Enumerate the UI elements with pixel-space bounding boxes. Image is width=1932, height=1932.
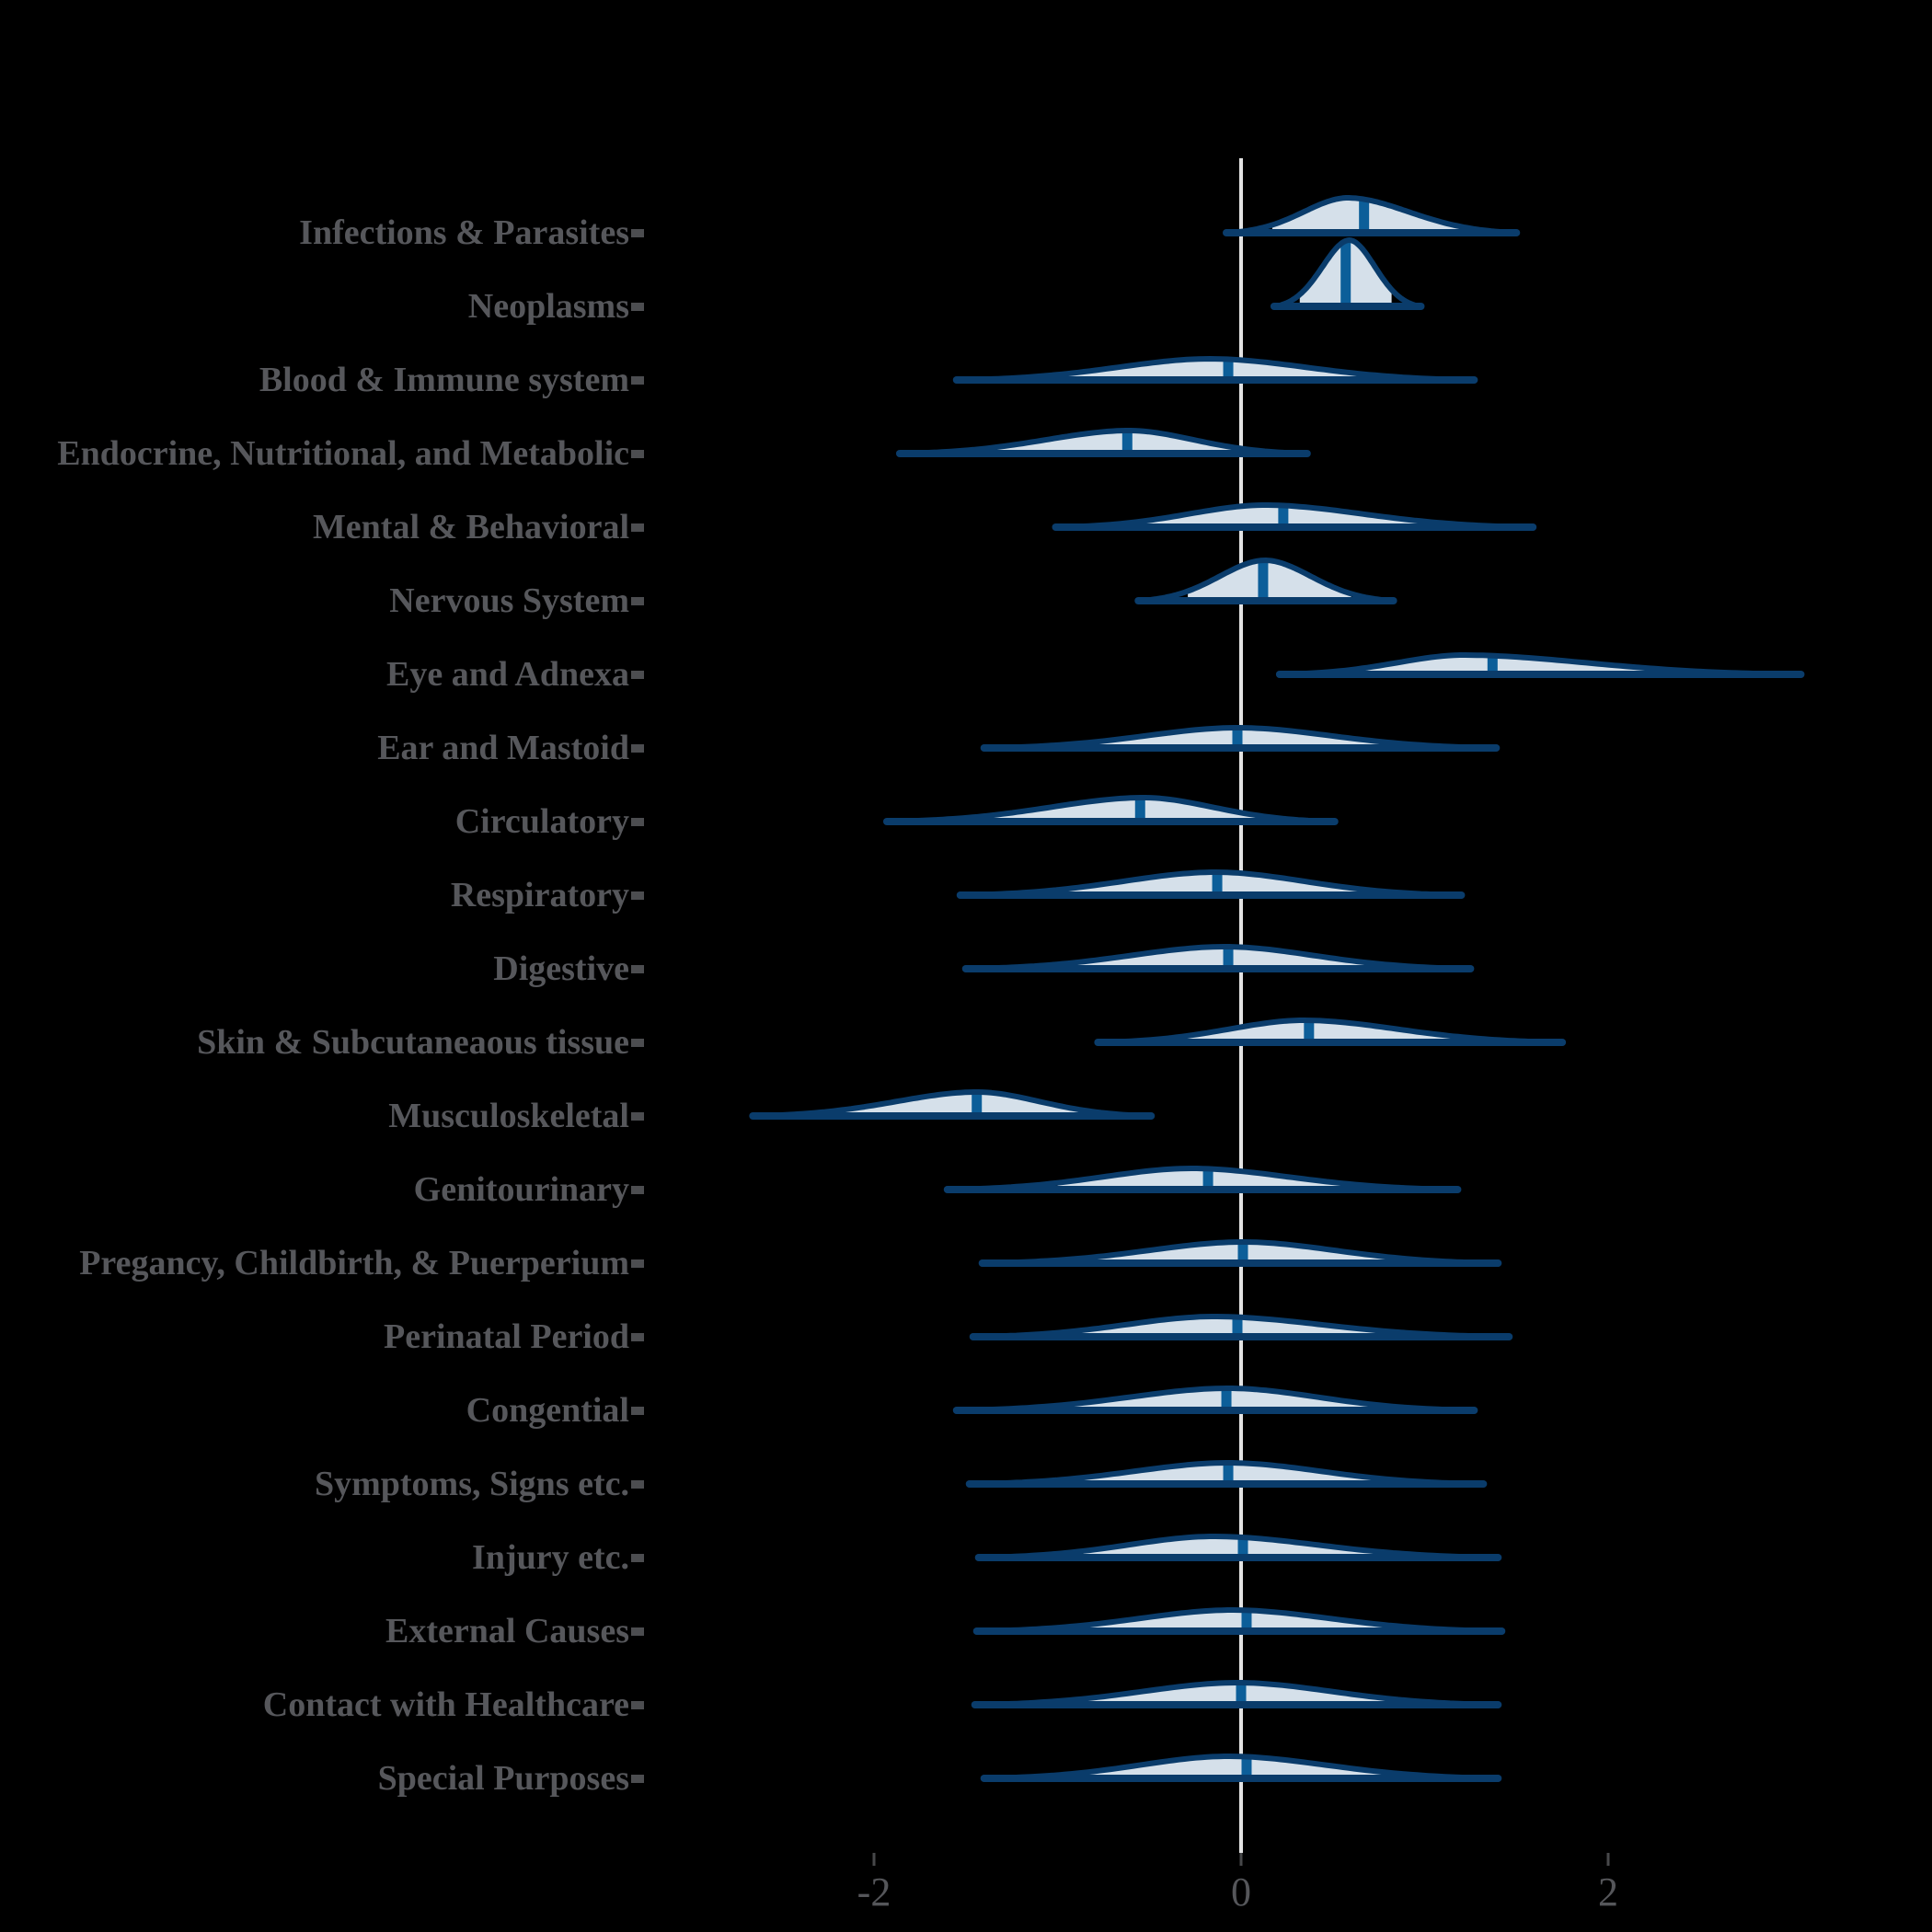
violin-row bbox=[978, 1239, 1502, 1267]
category-label: Symptoms, Signs etc. bbox=[314, 1465, 629, 1503]
violin-row bbox=[980, 1754, 1502, 1782]
category-label: Congential bbox=[466, 1391, 629, 1430]
category-label: Circulatory bbox=[454, 802, 629, 841]
density-interval-fill bbox=[987, 798, 1272, 822]
x-tick-label: -2 bbox=[857, 1869, 891, 1915]
y-axis-tick-square bbox=[631, 744, 644, 753]
category-label: Blood & Immune system bbox=[259, 361, 629, 399]
violin-row bbox=[943, 1166, 1462, 1193]
density-outline bbox=[973, 1680, 1500, 1708]
violin-row bbox=[974, 1534, 1502, 1561]
category-label: Eye and Adnexa bbox=[386, 655, 629, 694]
density-outline bbox=[975, 1607, 1503, 1634]
violin-row bbox=[952, 356, 1478, 384]
y-axis-tick-square bbox=[631, 1259, 644, 1268]
x-tick-label: 2 bbox=[1598, 1869, 1618, 1915]
density-interval-fill bbox=[1079, 1610, 1401, 1631]
y-axis-tick-square bbox=[631, 376, 644, 385]
violin-row bbox=[882, 795, 1339, 825]
violin-row bbox=[969, 1314, 1513, 1340]
violin-row bbox=[972, 1607, 1506, 1635]
category-label: Neoplasms bbox=[467, 287, 629, 326]
category-label: External Causes bbox=[385, 1612, 629, 1650]
y-axis-tick-square bbox=[631, 1480, 644, 1489]
density-interval-fill bbox=[1188, 560, 1351, 601]
violin-row bbox=[749, 1089, 1156, 1120]
category-label: Respiratory bbox=[450, 876, 629, 914]
violin-row bbox=[1223, 195, 1521, 236]
density-interval-fill bbox=[843, 1092, 1097, 1116]
density-outline bbox=[981, 1239, 1500, 1266]
density-outline bbox=[959, 869, 1463, 898]
density-interval-fill bbox=[1175, 1020, 1464, 1042]
category-label: Pregancy, Childbirth, & Puerperium bbox=[79, 1244, 629, 1282]
density-outline bbox=[1137, 558, 1395, 604]
density-outline bbox=[1225, 195, 1518, 236]
category-label: Digestive bbox=[493, 949, 629, 988]
category-label: Ear and Mastoid bbox=[377, 729, 629, 767]
category-label: Special Purposes bbox=[377, 1759, 629, 1798]
violin-row bbox=[1052, 502, 1537, 531]
category-label: Injury etc. bbox=[472, 1538, 629, 1577]
category-label: Musculoskeletal bbox=[388, 1097, 629, 1135]
violin-row bbox=[1275, 652, 1805, 678]
category-label: Contact with Healthcare bbox=[262, 1685, 629, 1724]
y-axis-tick-square bbox=[631, 1627, 644, 1636]
y-axis-tick-square bbox=[631, 523, 644, 532]
violin-row bbox=[971, 1680, 1502, 1708]
density-outline bbox=[955, 356, 1476, 383]
violin-row bbox=[952, 1386, 1478, 1414]
y-axis-tick-square bbox=[631, 1701, 644, 1709]
y-axis-tick-square bbox=[631, 1112, 644, 1121]
y-axis-tick-square bbox=[631, 1407, 644, 1415]
y-axis-tick-square bbox=[631, 597, 644, 605]
y-axis-tick-square bbox=[631, 965, 644, 973]
y-axis-tick-square bbox=[631, 1554, 644, 1562]
category-label: Endocrine, Nutritional, and Metabolic bbox=[57, 434, 629, 473]
y-axis-tick-square bbox=[631, 1775, 644, 1783]
y-axis-tick-square bbox=[631, 671, 644, 679]
density-interval-fill bbox=[985, 431, 1247, 454]
density-outline bbox=[983, 1754, 1500, 1781]
category-label: Genitourinary bbox=[413, 1170, 629, 1209]
category-label: Skin & Subcutaneaous tissue bbox=[197, 1023, 629, 1062]
violin-row bbox=[895, 428, 1311, 457]
density-outline bbox=[964, 944, 1472, 972]
violin-row bbox=[1270, 237, 1425, 310]
category-label: Nervous System bbox=[389, 581, 629, 620]
density-outline bbox=[1272, 237, 1422, 309]
violin-row bbox=[956, 869, 1466, 899]
violin-row bbox=[1094, 1018, 1567, 1046]
y-axis-tick-square bbox=[631, 818, 644, 826]
density-outline bbox=[955, 1386, 1476, 1413]
density-outline bbox=[968, 1460, 1485, 1487]
density-interval-fill bbox=[1064, 1388, 1374, 1410]
x-tick-label: 0 bbox=[1231, 1869, 1251, 1915]
violin-row bbox=[961, 944, 1475, 972]
y-axis-tick-square bbox=[631, 303, 644, 311]
category-label: Perinatal Period bbox=[384, 1317, 629, 1356]
y-axis-tick-square bbox=[631, 891, 644, 900]
y-axis-tick-square bbox=[631, 229, 644, 237]
category-label: Infections & Parasites bbox=[299, 213, 629, 252]
y-axis-tick-square bbox=[631, 1186, 644, 1194]
violin-row bbox=[980, 725, 1501, 752]
category-label: Mental & Behavioral bbox=[312, 508, 629, 546]
violin-row bbox=[1134, 558, 1397, 604]
y-axis-tick-square bbox=[631, 1333, 644, 1341]
y-axis-tick-square bbox=[631, 1039, 644, 1047]
density-interval-fill bbox=[1083, 1756, 1399, 1778]
y-axis-tick-square bbox=[631, 450, 644, 458]
violin-row bbox=[965, 1460, 1488, 1488]
